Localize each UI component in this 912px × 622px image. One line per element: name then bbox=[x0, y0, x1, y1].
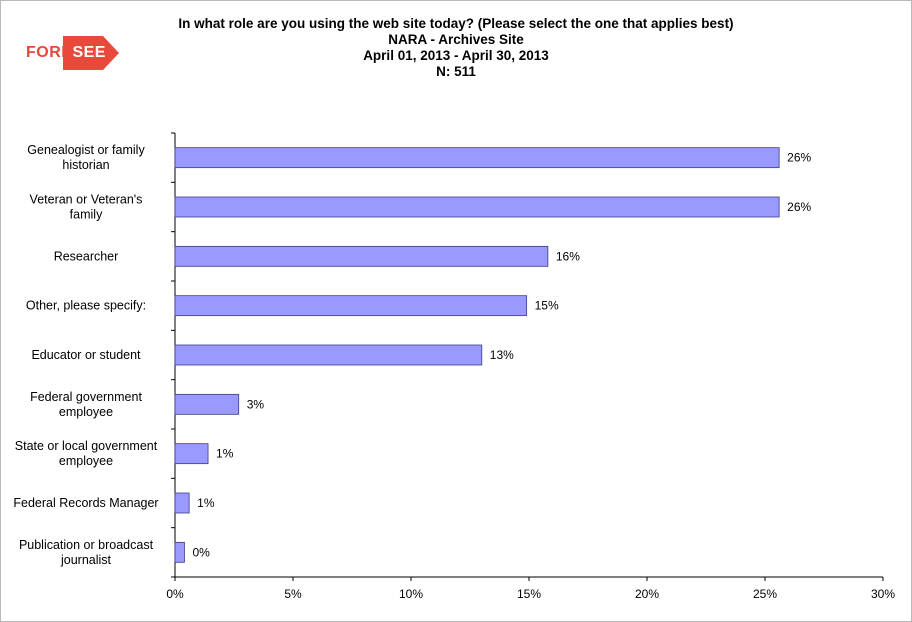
bar-value-label: 3% bbox=[247, 397, 265, 411]
category-label: Federal government employee bbox=[30, 390, 142, 419]
category-label: Researcher bbox=[54, 249, 119, 263]
bar bbox=[174, 245, 549, 267]
bar-value-label: 26% bbox=[787, 200, 811, 214]
category-label: State or local government employee bbox=[15, 439, 158, 468]
category-label-line: Veteran or Veteran's bbox=[30, 193, 143, 207]
logo-badge-shape bbox=[63, 36, 119, 70]
bar-value-label: 13% bbox=[490, 348, 514, 362]
bar-value-label: 1% bbox=[216, 447, 234, 461]
category-label-line: employee bbox=[59, 405, 113, 419]
x-tick-label: 25% bbox=[753, 587, 777, 601]
logo-text-see: SEE bbox=[72, 44, 106, 61]
x-tick-label: 10% bbox=[399, 587, 423, 601]
category-label-line: Federal Records Manager bbox=[13, 496, 158, 510]
bar-value-label: 1% bbox=[197, 496, 215, 510]
chart-subtitle-dates: April 01, 2013 - April 30, 2013 bbox=[363, 48, 549, 63]
bar bbox=[174, 295, 528, 317]
bar-value-label: 16% bbox=[556, 249, 580, 263]
bar bbox=[174, 541, 185, 563]
bar bbox=[174, 393, 240, 415]
category-label-line: employee bbox=[59, 454, 113, 468]
bar-value-label: 26% bbox=[787, 151, 811, 165]
x-tick-label: 15% bbox=[517, 587, 541, 601]
category-label: Publication or broadcast journalist bbox=[19, 538, 154, 567]
logo-wordmark: FORESEE bbox=[26, 44, 106, 62]
category-label-line: Researcher bbox=[54, 249, 119, 263]
category-label-line: Publication or broadcast bbox=[19, 538, 154, 552]
foresee-logo: FORESEE bbox=[26, 36, 119, 70]
bar bbox=[174, 344, 483, 366]
x-tick-label: 0% bbox=[166, 587, 184, 601]
category-label: Federal Records Manager bbox=[13, 496, 158, 510]
category-label-line: historian bbox=[62, 158, 109, 172]
chart-subtitle-n: N: 511 bbox=[436, 64, 476, 79]
category-label-line: Other, please specify: bbox=[26, 299, 146, 313]
bar bbox=[174, 443, 209, 465]
category-label-line: family bbox=[70, 208, 103, 222]
bar-value-label: 0% bbox=[192, 545, 210, 559]
category-label-line: Federal government bbox=[30, 390, 142, 404]
category-label-line: Educator or student bbox=[31, 348, 141, 362]
bar-value-label: 15% bbox=[535, 299, 559, 313]
category-label: Other, please specify: bbox=[26, 299, 146, 313]
x-tick-label: 30% bbox=[871, 587, 895, 601]
x-tick-label: 5% bbox=[284, 587, 302, 601]
category-label: Genealogist or family historian bbox=[27, 143, 145, 172]
chart-subtitle-site: NARA - Archives Site bbox=[388, 32, 524, 47]
chart-title-block: In what role are you using the web site … bbox=[0, 16, 912, 80]
category-label: Educator or student bbox=[31, 348, 141, 362]
chart-title: In what role are you using the web site … bbox=[178, 16, 734, 31]
category-label-line: Genealogist or family bbox=[27, 143, 145, 157]
bar bbox=[174, 492, 190, 514]
category-label: Veteran or Veteran's family bbox=[30, 193, 143, 222]
x-tick-label: 20% bbox=[635, 587, 659, 601]
logo-text-fore: FORE bbox=[26, 44, 73, 61]
bar bbox=[174, 196, 780, 218]
category-label-line: journalist bbox=[60, 553, 112, 567]
bar bbox=[174, 147, 780, 169]
category-label-line: State or local government bbox=[15, 439, 158, 453]
